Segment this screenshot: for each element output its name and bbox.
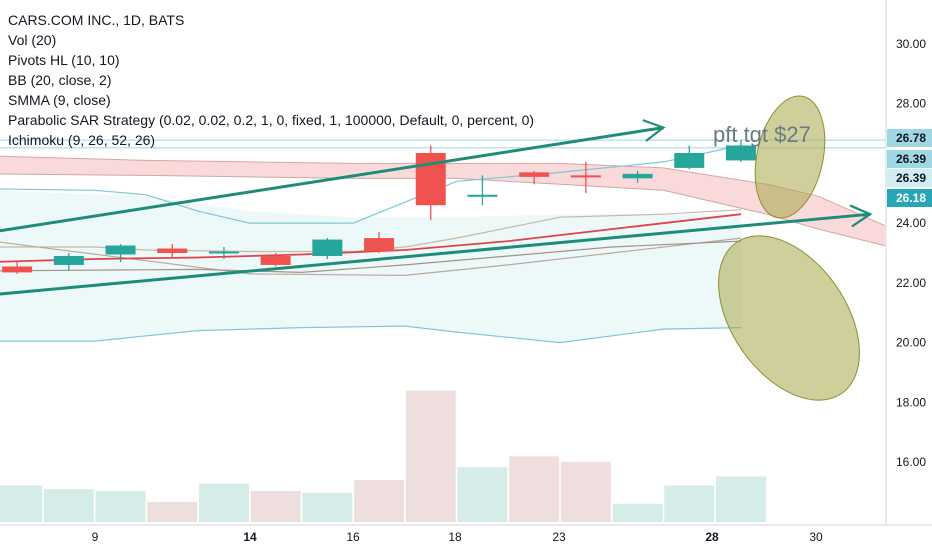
volume-bar — [405, 390, 456, 522]
price-tag-box — [887, 150, 932, 168]
legend-line-psar: Parabolic SAR Strategy (0.02, 0.02, 0.2,… — [8, 112, 535, 128]
volume-bar — [509, 456, 560, 522]
candle-body — [725, 145, 756, 161]
price-tag-label: 26.39 — [896, 152, 926, 166]
bb-lower-line — [0, 325, 742, 344]
target-ellipse-upper — [754, 95, 826, 219]
cloud-bottom-line — [0, 173, 885, 247]
legend-line-volume: Vol (20) — [8, 32, 57, 48]
price-tag-label: 26.39 — [896, 171, 926, 185]
candle-body — [622, 173, 653, 179]
volume-bar — [612, 503, 663, 522]
volume-bar — [560, 461, 611, 522]
volume-bar — [715, 476, 766, 522]
profit-target-label: pft tgt $27 — [713, 122, 811, 147]
x-tick-label: 30 — [809, 530, 823, 544]
cloud-top-line — [0, 155, 885, 227]
legend-line-bb: BB (20, close, 2) — [8, 72, 112, 88]
candle-body — [53, 255, 84, 265]
candle-body — [570, 175, 601, 178]
candle-body — [467, 194, 498, 197]
x-tick-label: 18 — [448, 530, 462, 544]
legend-line-pivots: Pivots HL (10, 10) — [8, 52, 120, 68]
price-tag-label: 26.78 — [896, 131, 926, 145]
y-tick-label: 16.00 — [896, 455, 926, 469]
y-tick-label: 30.00 — [896, 37, 926, 51]
volume-bar — [302, 492, 353, 522]
legend-title: CARS.COM INC., 1D, BATS — [8, 12, 185, 28]
candle-body — [674, 152, 705, 168]
volume-bar — [250, 490, 301, 522]
trend-arrow-lower — [0, 204, 873, 296]
legend-line-ichimoku: Ichimoku (9, 26, 52, 26) — [8, 132, 156, 148]
y-tick-label: 28.00 — [896, 97, 926, 111]
candle-body — [364, 238, 395, 252]
ichimoku-lagging-line — [0, 237, 742, 277]
target-ellipse-lower — [718, 235, 860, 401]
volume-bar — [354, 480, 405, 522]
volume-bar — [198, 483, 249, 522]
candle-body — [312, 239, 343, 256]
candle-body — [2, 266, 33, 273]
price-tag-box — [887, 129, 932, 147]
volume-bar — [43, 489, 94, 522]
legend: CARS.COM INC., 1D, BATS Vol (20) Pivots … — [8, 10, 534, 150]
ichimoku-cloud — [0, 156, 885, 246]
volume-bar — [95, 490, 146, 522]
bb-upper-line — [0, 144, 742, 224]
candle-body — [519, 172, 550, 177]
candle-body — [260, 255, 291, 265]
y-tick-label: 18.00 — [896, 395, 926, 409]
volume-bar — [457, 467, 508, 522]
y-tick-label: 20.00 — [896, 336, 926, 350]
y-tick-label: 22.00 — [896, 276, 926, 290]
trend-arrow-upper — [0, 119, 666, 233]
x-tick-label: 16 — [346, 530, 360, 544]
price-tag-box — [887, 169, 932, 187]
price-tag-label: 26.18 — [896, 191, 926, 205]
y-tick-label: 24.00 — [896, 216, 926, 230]
volume-bar — [664, 485, 715, 522]
x-tick-label: 9 — [92, 530, 99, 544]
candle-body — [208, 251, 239, 254]
volume-bar — [147, 501, 198, 522]
ichimoku-base-line — [0, 240, 742, 274]
x-tick-label: 23 — [552, 530, 566, 544]
price-tag-box — [887, 189, 932, 207]
bb-fill — [0, 190, 741, 343]
candle-body — [157, 248, 188, 253]
volume-bar — [0, 485, 43, 522]
legend-line-smma: SMMA (9, close) — [8, 92, 111, 108]
x-tick-label: 28 — [705, 530, 719, 544]
smma-line — [0, 213, 742, 263]
x-tick-label: 14 — [243, 530, 257, 544]
candle-body — [105, 245, 136, 255]
